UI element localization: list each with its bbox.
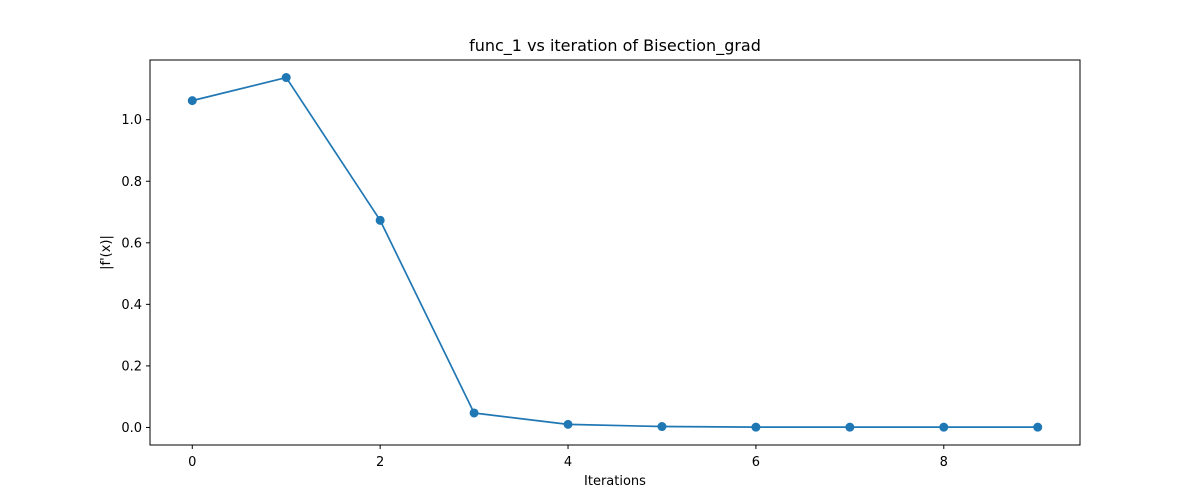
data-point — [281, 73, 291, 83]
data-point — [845, 422, 855, 432]
series-layer — [187, 73, 1043, 432]
x-tick-label: 0 — [188, 455, 196, 470]
data-point — [469, 408, 479, 418]
x-tick-label: 8 — [940, 455, 948, 470]
y-tick-label: 0.6 — [121, 236, 142, 251]
plot-frame — [149, 59, 1081, 446]
data-point — [563, 419, 573, 429]
data-point — [751, 422, 761, 432]
y-axis-ticks: 0.0 0.2 0.4 0.6 0.8 1.0 — [121, 113, 150, 436]
data-point — [657, 422, 667, 432]
y-tick-label: 0.4 — [121, 298, 142, 313]
data-point — [187, 96, 197, 106]
y-axis-label: |f'(x)| — [99, 235, 114, 270]
plot-area — [150, 60, 1080, 445]
x-tick-label: 4 — [564, 455, 572, 470]
data-point — [939, 422, 949, 432]
x-tick-label: 6 — [752, 455, 760, 470]
y-tick-label: 1.0 — [121, 113, 142, 128]
data-point — [1033, 422, 1043, 432]
x-tick-label: 2 — [376, 455, 384, 470]
x-axis-ticks: 0 2 4 6 8 — [188, 445, 948, 470]
y-tick-label: 0.0 — [121, 421, 142, 436]
y-tick-label: 0.2 — [121, 359, 142, 374]
y-tick-label: 0.8 — [121, 175, 142, 190]
data-point — [375, 215, 385, 225]
series-line — [192, 76, 1038, 428]
chart-title: func_1 vs iteration of Bisection_grad — [469, 36, 761, 56]
x-axis-label: Iterations — [584, 474, 646, 489]
